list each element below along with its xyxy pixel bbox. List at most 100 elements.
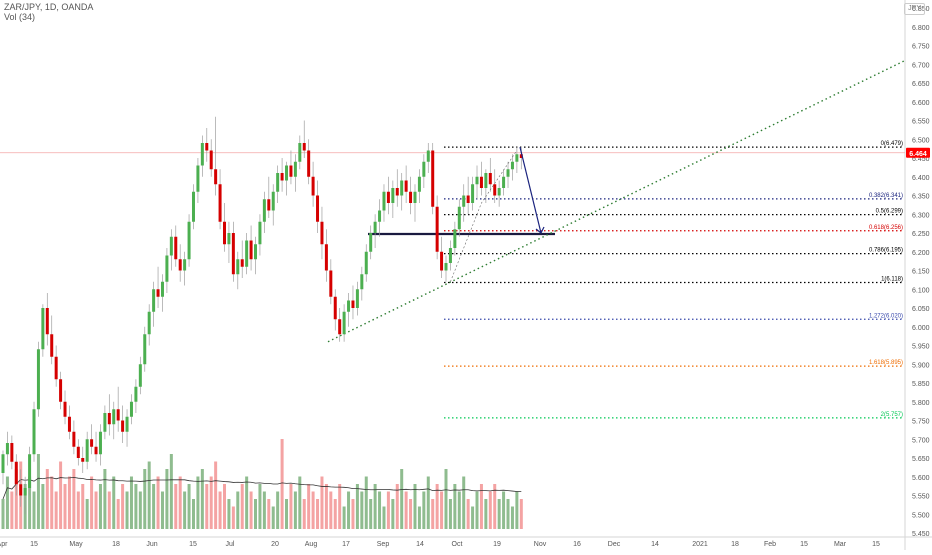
volume-bar (196, 476, 200, 529)
volume-bar (409, 499, 413, 529)
x-tick-label: Feb (764, 541, 776, 548)
x-tick-label: 16 (573, 541, 581, 548)
candle-body (276, 173, 280, 192)
candle-body (280, 173, 284, 181)
chart-title: ZAR/JPY, 1D, OANDA (4, 2, 94, 12)
x-tick-label: 18 (112, 541, 120, 548)
candle-body (289, 165, 293, 177)
volume-bar (152, 484, 156, 529)
candle-body (10, 443, 14, 462)
fib-level-label: 0.382(6.341) (869, 193, 903, 199)
candle-body (444, 263, 448, 271)
candle-body (125, 416, 129, 432)
y-tick-label: 5.450 (912, 531, 930, 538)
candle-body (116, 409, 120, 421)
candle-body (63, 401, 67, 417)
candle-body (165, 255, 169, 282)
volume-bar (200, 469, 204, 529)
volume-bar (143, 469, 147, 529)
x-tick-label: Dec (608, 541, 621, 548)
y-tick-label: 6.000 (912, 325, 930, 332)
volume-bar (1, 499, 5, 529)
y-tick-label: 5.650 (912, 456, 930, 463)
candle-body (360, 274, 364, 290)
volume-bar (236, 491, 240, 529)
candle-body (457, 206, 461, 230)
candle-body (298, 143, 302, 162)
candle-body (156, 289, 160, 297)
y-tick-label: 6.050 (912, 306, 930, 313)
volume-bar (462, 476, 466, 529)
candle-body (147, 311, 151, 335)
y-tick-label: 5.800 (912, 400, 930, 407)
candle-body (50, 334, 54, 357)
volume-bar (298, 476, 302, 529)
currency-badge[interactable]: JPY (904, 3, 925, 15)
volume-bar (333, 499, 337, 529)
volume-bar (183, 491, 187, 529)
y-tick-label: 6.800 (912, 25, 930, 32)
y-tick-label: 6.650 (912, 81, 930, 88)
x-tick-label: 15 (189, 541, 197, 548)
y-tick-label: 5.700 (912, 437, 930, 444)
candle-body (506, 169, 510, 177)
volume-bar (400, 469, 404, 529)
volume-bar (121, 484, 125, 529)
volume-bar (156, 476, 160, 529)
volume-bar (227, 499, 231, 529)
candle-body (121, 420, 125, 432)
volume-bar (320, 476, 324, 529)
candle-body (72, 431, 76, 447)
volume-bar (165, 469, 169, 529)
volume-bar (249, 491, 253, 529)
candle-body (413, 191, 417, 203)
volume-bar (484, 499, 488, 529)
candle-body (205, 143, 209, 151)
volume-bar (63, 484, 67, 529)
candle-body (285, 165, 289, 181)
volume-bar (112, 476, 116, 529)
candle-body (19, 484, 23, 496)
candle-body (395, 188, 399, 196)
candle-body (515, 154, 519, 162)
volume-bar (510, 506, 514, 529)
volume-bar (174, 484, 178, 529)
volume-bar (276, 491, 280, 529)
candle-body (214, 169, 218, 185)
candle-body (32, 409, 36, 455)
candle-body (382, 191, 386, 211)
candle-body (112, 409, 116, 425)
volume-bar (98, 484, 102, 529)
volume-bar (129, 476, 133, 529)
trendline (327, 59, 906, 343)
volume-bar (360, 491, 364, 529)
y-tick-label: 5.750 (912, 419, 930, 426)
volume-bar (435, 484, 439, 529)
candle-body (28, 454, 32, 488)
volume-bar (134, 484, 138, 529)
candle-body (347, 300, 351, 312)
fib-level-label: 1.272(6.020) (869, 313, 903, 319)
volume-bar (440, 491, 444, 529)
candle-body (85, 439, 89, 462)
candle-body (5, 443, 9, 455)
volume-bar (351, 499, 355, 529)
volume-bar (280, 439, 284, 529)
x-tick-label: 15 (800, 541, 808, 548)
candle-body (209, 150, 213, 170)
candle-body (227, 233, 231, 245)
volume-bar (262, 491, 266, 529)
fib-level-label: 0(6.479) (881, 141, 903, 147)
x-tick-label: 2021 (692, 541, 708, 548)
candle-body (271, 191, 275, 211)
volume-bar (471, 506, 475, 529)
volume-bar (342, 506, 346, 529)
candle-body (466, 195, 470, 203)
y-tick-label: 6.350 (912, 194, 930, 201)
projection-arrow (519, 146, 542, 234)
volume-bar (417, 506, 421, 529)
candle-body (94, 446, 98, 455)
candle-body (484, 173, 488, 188)
